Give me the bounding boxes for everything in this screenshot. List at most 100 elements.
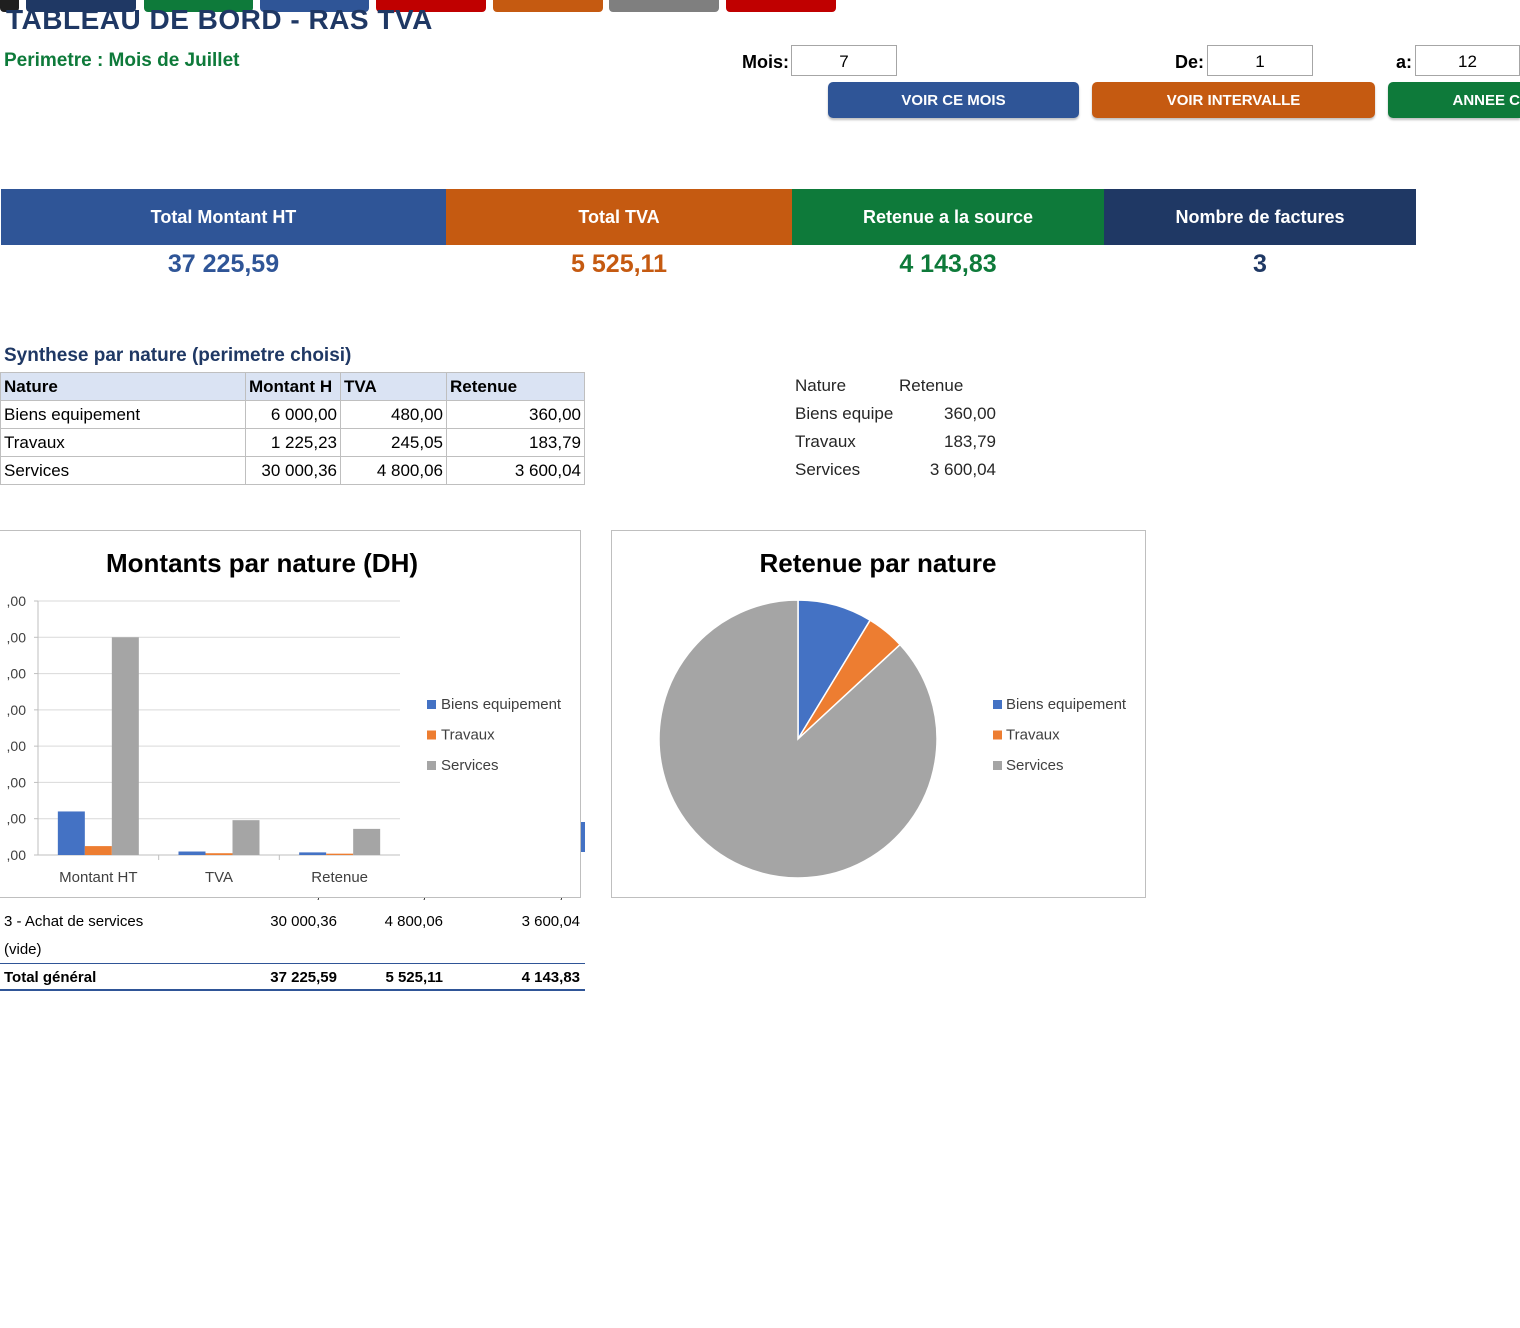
mini-cell-retenue: 360,00 (944, 404, 996, 423)
pivot-cell-label: 3 - Achat de services (4, 913, 144, 930)
de-label: De: (1175, 52, 1205, 72)
y-tick-label: ,00 (7, 774, 27, 790)
sheet-nav-button[interactable] (260, 0, 369, 12)
bar (111, 637, 139, 855)
synthese-table: Nature Montant H TVA Retenue Biens equip… (0, 372, 585, 485)
pie-chart-box[interactable]: Retenue par nature Biens equipement Travau… (611, 530, 1146, 898)
mini-header-retenue: Retenue (899, 376, 964, 395)
legend-label: Travaux (441, 727, 495, 744)
kpi-total-ht-header: Total Montant HT (1, 189, 446, 245)
a-input[interactable]: 12 (1415, 45, 1520, 76)
kpi-total-ht-value: 37 225,59 (167, 250, 280, 278)
pivot-total-bottom-border (0, 989, 585, 991)
y-tick-label: ,00 (7, 847, 27, 863)
cell-retenue[interactable]: 183,79 (446, 428, 585, 457)
voir-ce-mois-button[interactable]: VOIR CE MOIS (828, 82, 1079, 118)
synthese-title: Synthese par nature (perimetre choisi) (4, 345, 352, 366)
sheet-nav-button[interactable] (726, 0, 836, 12)
cell-nature[interactable]: Services (0, 456, 246, 485)
cell-retenue[interactable]: 360,00 (446, 400, 585, 429)
col-header-retenue: Retenue (446, 372, 585, 401)
sheet-nav-button[interactable] (609, 0, 719, 12)
de-input[interactable]: 1 (1207, 45, 1313, 76)
annee-button[interactable]: ANNEE C (1388, 82, 1520, 118)
cell-tva[interactable]: 4 800,06 (340, 456, 447, 485)
chart-title: Montants par nature (DH) (106, 548, 418, 578)
sheet-nav-button[interactable] (0, 0, 19, 12)
y-tick-label: ,00 (7, 593, 27, 609)
pivot-cell-tva: 4 800,06 (384, 913, 443, 930)
table-header-row: Nature Montant H TVA Retenue (0, 372, 585, 401)
mini-cell-retenue: 183,79 (944, 432, 996, 451)
legend-swatch (993, 700, 1002, 709)
pivot-total-montant: 37 225,59 (270, 969, 337, 986)
mois-input[interactable]: 7 (791, 45, 897, 76)
table-row: Travaux 1 225,23 245,05 183,79 (0, 428, 585, 457)
legend-swatch (427, 730, 436, 740)
pivot-total-tva: 5 525,11 (385, 969, 443, 986)
table-row: Services 30 000,36 4 800,06 3 600,04 (0, 456, 585, 485)
bar-chart: Montants par nature (DH) ,00 ,00 ,00 ,00 ,00,… (7, 548, 562, 886)
cell-montant[interactable]: 1 225,23 (245, 428, 341, 457)
pivot-total-retenue: 4 143,83 (521, 969, 580, 986)
table-row: Biens equipement 6 000,00 480,00 360,00 (0, 400, 585, 429)
bar (326, 853, 354, 855)
legend-swatch (993, 761, 1002, 770)
cell-montant[interactable]: 30 000,36 (245, 456, 341, 485)
kpi-nb-factures-header: Nombre de factures (1104, 189, 1416, 245)
cell-montant[interactable]: 6 000,00 (245, 400, 341, 429)
mini-cell-nature: Services (795, 460, 861, 479)
pivot-cell-retenue: 3 600,04 (521, 913, 580, 930)
mini-cell-nature: Travaux (795, 432, 856, 451)
kpi-nb-factures-value: 3 (1253, 250, 1267, 278)
pivot-total-top-border (0, 963, 585, 964)
col-header-montant: Montant H (245, 372, 341, 401)
sheet-nav-button[interactable] (26, 0, 136, 12)
sheet-nav-button[interactable] (144, 0, 253, 12)
cell-nature[interactable]: Biens equipement (0, 400, 246, 429)
cell-retenue[interactable]: 3 600,04 (446, 456, 585, 485)
x-tick-label: Montant HT (59, 869, 137, 886)
y-tick-label: ,00 (7, 666, 27, 682)
mini-cell-nature: Biens equipe (795, 404, 894, 423)
pivot-cell-montant: 30 000,36 (270, 913, 337, 930)
mini-cell-retenue: 3 600,04 (929, 460, 996, 479)
pie-chart: Retenue par nature Biens equipement Travau… (658, 548, 1127, 879)
bar-chart-box[interactable]: Montants par nature (DH) ,00 ,00 ,00 ,00 ,00,… (0, 530, 581, 898)
chart-title: Retenue par nature (760, 548, 997, 578)
sheet-nav-button[interactable] (493, 0, 603, 12)
legend-swatch (427, 761, 436, 770)
cell-nature[interactable]: Travaux (0, 428, 246, 457)
bar (232, 820, 260, 855)
legend-label: Biens equipement (441, 696, 562, 713)
col-header-tva: TVA (340, 372, 447, 401)
cell-tva[interactable]: 480,00 (340, 400, 447, 429)
pivot-header-fragment (579, 822, 585, 852)
col-header-nature: Nature (0, 372, 246, 401)
legend-label: Travaux (1006, 727, 1060, 744)
pivot-total-label: Total général (4, 969, 97, 986)
bar (205, 853, 233, 855)
bar (299, 852, 327, 855)
legend-swatch (993, 730, 1002, 740)
bar (178, 851, 206, 855)
x-tick-label: TVA (205, 869, 233, 886)
pivot-cell-label: (vide) (4, 941, 42, 958)
sheet-nav-button[interactable] (376, 0, 486, 12)
mois-label: Mois: (742, 52, 789, 72)
bar (353, 828, 381, 855)
voir-intervalle-button[interactable]: VOIR INTERVALLE (1092, 82, 1375, 118)
y-tick-label: ,00 (7, 629, 27, 645)
legend-label: Services (1006, 757, 1064, 774)
perimetre-label: Perimetre : Mois de Juillet (4, 50, 240, 71)
y-tick-label: ,00 (7, 738, 27, 754)
page-title: TABLEAU DE BORD - RAS TVA (6, 4, 433, 35)
cell-tva[interactable]: 245,05 (340, 428, 447, 457)
mini-header-nature: Nature (795, 376, 847, 395)
kpi-retenue-header: Retenue a la source (792, 189, 1104, 245)
y-tick-label: ,00 (7, 811, 27, 827)
kpi-retenue-value: 4 143,83 (899, 250, 997, 278)
y-tick-label: ,00 (7, 702, 27, 718)
bar (57, 811, 85, 855)
bar (84, 846, 112, 855)
